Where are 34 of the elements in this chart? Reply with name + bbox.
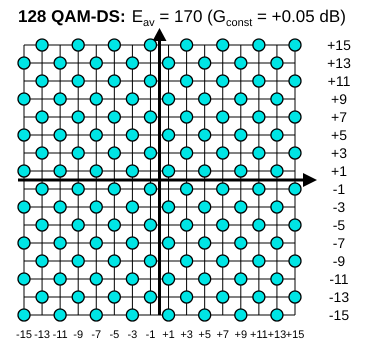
y-tick-label: +7	[331, 109, 348, 125]
y-tick-label: -9	[332, 253, 346, 269]
x-tick-label: -13	[34, 329, 50, 341]
x-tick-label: +1	[162, 329, 175, 341]
x-tick-label: +13	[268, 329, 286, 341]
y-tick-label: -7	[332, 235, 346, 251]
x-tick-label: +7	[216, 329, 230, 341]
x-tick-label: +11	[250, 329, 268, 341]
x-tick-label: +3	[180, 329, 193, 341]
y-tick-label: -5	[332, 217, 346, 233]
x-tick-label: -3	[128, 329, 138, 341]
y-tick-label: -15	[328, 307, 350, 323]
x-tick-label: -7	[91, 329, 102, 341]
x-tick-label: +9	[234, 329, 248, 341]
x-tick-label: +15	[286, 329, 304, 341]
chart-subtitle: E$_{av}$ = 170 (G$_{const}$ = +0.05 dB)	[132, 7, 346, 29]
y-tick-label: +15	[327, 37, 352, 53]
x-tick-label: -15	[16, 329, 32, 341]
y-tick-label: -3	[332, 199, 346, 215]
chart-title: 128 QAM-DS:	[18, 7, 126, 26]
y-tick-label: +11	[328, 73, 351, 89]
x-tick-label: -1	[146, 329, 156, 341]
y-tick-label: -1	[332, 181, 346, 197]
y-tick-label: +9	[331, 91, 348, 107]
y-tick-label: +3	[331, 145, 348, 161]
y-tick-label: -11	[329, 271, 349, 287]
y-tick-label: +1	[331, 163, 348, 179]
y-tick-label: +5	[331, 127, 348, 143]
x-tick-label: -5	[109, 329, 120, 341]
x-tick-label: -9	[73, 329, 84, 341]
y-tick-label: -13	[328, 289, 350, 305]
y-tick-label: +13	[327, 55, 352, 71]
x-tick-label: +5	[198, 329, 211, 341]
x-tick-label: -11	[52, 329, 68, 341]
